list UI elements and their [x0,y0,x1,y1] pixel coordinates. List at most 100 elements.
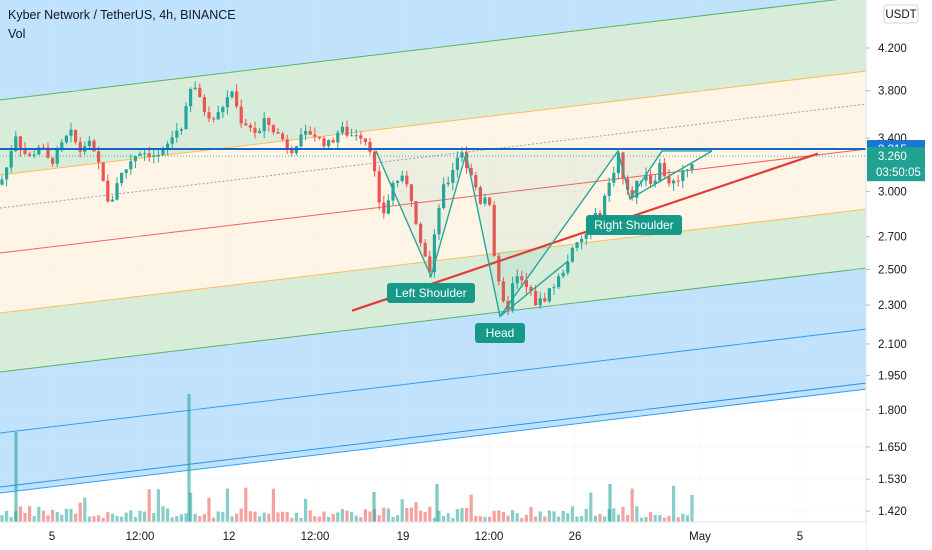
volume-bar [92,516,96,522]
volume-bar [138,510,142,522]
candle-body [336,132,340,143]
candle-body [626,178,630,190]
volume-bar [0,515,4,522]
candle-body [239,106,243,124]
candle-body [630,189,634,198]
currency-selector[interactable]: USDT [883,4,919,24]
volume-bar [9,517,13,522]
volume-bar [129,510,133,522]
candle-body [451,169,455,183]
volume-bar [313,516,317,522]
candle-body [230,91,234,98]
channel-band [0,329,866,493]
volume-bar [405,507,409,522]
time-axis[interactable]: 5 12:00 12 12:00 19 12:00 26 May 5 [0,521,866,550]
candle-body [644,174,648,181]
volume-spike [14,432,18,522]
volume-bar [658,515,662,522]
volume-bar [359,517,363,522]
volume-indicator-label[interactable]: Vol [8,27,26,41]
volume-bar [230,516,234,522]
candle-body [18,136,22,150]
volume-bar [667,515,671,522]
volume-bar [465,507,469,522]
candle-body [101,162,105,181]
volume-bar [561,510,565,522]
volume-bar [212,517,216,522]
candle-body [649,174,653,184]
current-price-badge [867,147,925,182]
time-tick-label: 5 [49,531,55,543]
candle-body [92,140,96,152]
volume-bar [501,512,505,522]
candle-body [225,97,229,108]
volume-bar [363,509,367,522]
volume-bar [584,508,588,522]
pattern-labels: Left Shoulder Head Right Shoulder [387,215,682,343]
volume-bar [5,510,9,522]
candle-body [662,162,666,177]
volume-bar [69,509,73,522]
volume-bar [120,516,124,522]
candle-body [115,183,119,200]
candle-body [129,161,133,170]
volume-bar [621,506,625,522]
candle-body [313,134,317,137]
volume-bar [483,516,487,522]
candle-body [575,242,579,248]
candle-body [221,107,225,113]
candle-body [198,87,202,98]
time-tick-label: 12 [223,531,236,543]
candle-body [561,272,565,277]
volume-spike [187,394,191,522]
volume-bar [630,488,634,522]
volume-bar [474,516,478,522]
volume-bar [179,514,183,522]
price-axis[interactable]: 4.2003.8003.4003.0002.7002.5002.3002.100… [865,0,932,550]
candle-body [267,118,271,125]
volume-bar [143,511,147,522]
volume-bar [106,512,110,522]
volume-bar [575,516,579,522]
volume-bar [28,506,32,522]
candle-body [156,154,160,156]
volume-bar [193,513,197,522]
volume-bar [428,506,432,522]
candle-body [382,202,386,214]
volume-bar [570,506,574,522]
volume-bar [74,513,78,522]
candle-body [685,169,689,171]
volume-bar [511,510,515,522]
pattern-leg [499,260,569,317]
volume-bar [152,513,156,522]
candle-body [524,280,528,288]
candle-body [414,201,418,224]
volume-bar [515,513,519,522]
candle-body [0,179,4,185]
volume-bar [538,511,542,522]
channel-band [0,0,866,175]
volume-bar [51,509,55,522]
volume-bar [87,516,91,522]
candle-body [110,199,114,202]
volume-bar [235,513,239,522]
volume-bar [290,517,294,522]
candle-body [14,136,18,152]
candle-body [386,200,390,214]
candle-body [667,176,671,184]
axis-tick-label: 4.200 [878,43,907,55]
bar-countdown-text: 03:50:05 [876,167,921,179]
volume-bar [451,517,455,522]
volume-bar [248,511,252,522]
candle-body [580,238,584,243]
volume-bar [299,517,303,522]
candle-body [345,126,349,136]
volume-bar [478,516,482,522]
head-shoulders-outline [375,149,712,319]
volume-bar [198,516,202,522]
candle-body [120,172,124,184]
volume-bar [239,508,243,522]
volume-bar [612,508,616,522]
volume-spike [608,484,612,522]
